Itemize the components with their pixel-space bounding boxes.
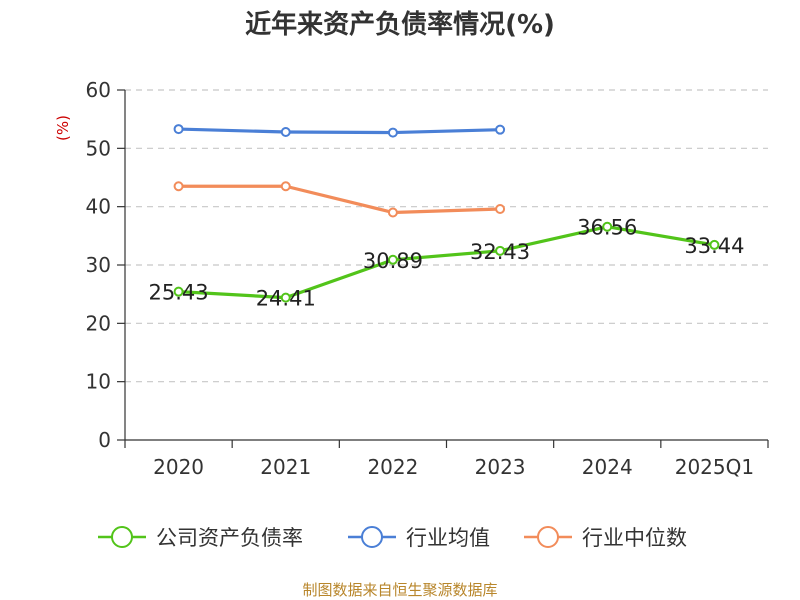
- y-axis-unit-label: (%): [54, 115, 72, 141]
- series-lines: [173, 124, 720, 303]
- data-point: [387, 254, 398, 265]
- y-tick-label: 40: [86, 195, 111, 219]
- data-label: 25.43: [149, 281, 209, 305]
- data-point: [173, 181, 184, 192]
- y-tick-label: 30: [86, 253, 111, 277]
- data-point: [280, 292, 291, 303]
- legend-label: 行业均值: [406, 526, 490, 550]
- x-tick-label: 2021: [260, 455, 311, 479]
- data-point: [387, 207, 398, 218]
- legend[interactable]: 公司资产负债率 行业均值 行业中位数: [98, 526, 687, 550]
- legend-item[interactable]: 行业均值: [348, 526, 490, 550]
- data-point: [495, 245, 506, 256]
- x-tick-label: 2020: [153, 455, 204, 479]
- legend-label: 行业中位数: [582, 526, 687, 550]
- data-point: [173, 124, 184, 135]
- y-tick-label: 0: [98, 428, 111, 452]
- legend-item[interactable]: 行业中位数: [524, 526, 687, 550]
- chart-title: 近年来资产负债率情况(%): [245, 9, 555, 40]
- legend-label: 公司资产负债率: [156, 526, 303, 550]
- data-point: [173, 286, 184, 297]
- x-tick-label: 2024: [582, 455, 633, 479]
- data-label: 36.56: [577, 216, 637, 240]
- x-tick-label: 2023: [475, 455, 526, 479]
- x-tick-label: 2022: [367, 455, 418, 479]
- legend-item[interactable]: 公司资产负债率: [98, 526, 303, 550]
- data-point: [387, 127, 398, 138]
- data-point: [280, 127, 291, 137]
- data-label: 30.89: [363, 249, 423, 273]
- series-line: [178, 225, 715, 300]
- x-tick-label: 2025Q1: [675, 455, 754, 479]
- y-tick-label: 20: [86, 311, 111, 335]
- data-point: [709, 239, 720, 250]
- data-point: [495, 124, 506, 135]
- y-tick-label: 10: [86, 370, 111, 394]
- legend-marker: [537, 526, 559, 548]
- data-label: 32.43: [470, 240, 530, 264]
- gridlines: [125, 89, 768, 383]
- series-line: [178, 127, 501, 135]
- y-tick-label: 60: [86, 78, 111, 102]
- axes: 0 10 20 30 40 50 60 2020 2021 2022 2023 2024 2025Q1: [86, 78, 769, 479]
- data-point: [602, 221, 613, 232]
- data-point: [280, 181, 291, 192]
- data-label: 33.44: [684, 234, 744, 258]
- data-labels: 25.43 24.41 30.89 32.43 36.56 33.44: [149, 216, 745, 311]
- data-source-note: 制图数据来自恒生聚源数据库: [302, 581, 497, 599]
- legend-marker: [111, 526, 133, 548]
- series-line: [178, 184, 501, 215]
- data-point: [495, 204, 506, 214]
- y-tick-label: 50: [86, 136, 111, 160]
- legend-marker: [361, 526, 383, 548]
- data-label: 24.41: [256, 287, 316, 311]
